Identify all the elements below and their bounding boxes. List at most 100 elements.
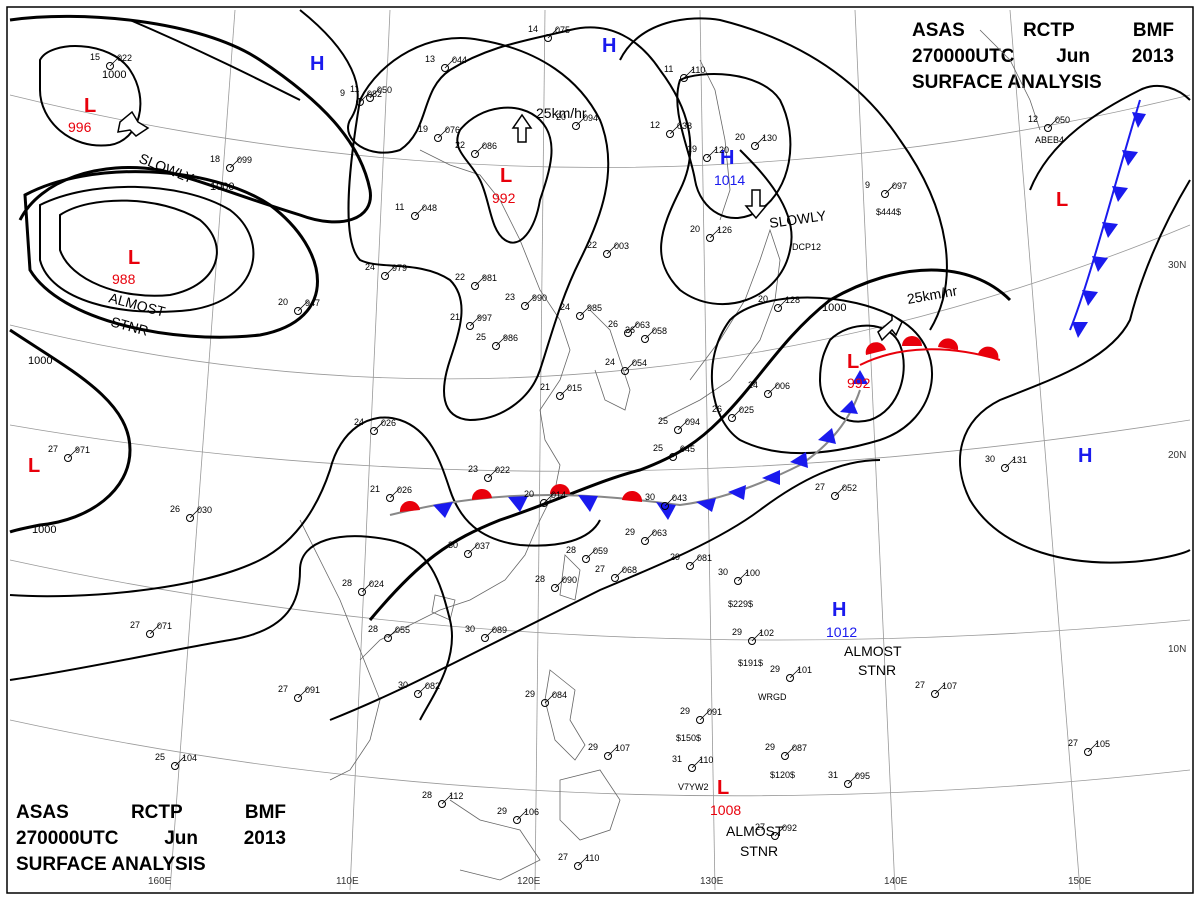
isobar-label-1000-nw: 1000 [102, 69, 126, 81]
station-pressure: 095 [855, 771, 870, 781]
warm-scallop [902, 336, 922, 346]
station-circle [366, 94, 374, 102]
station-plot: 30 089 [465, 624, 507, 642]
station-pressure: 090 [562, 575, 577, 585]
isobar-label-1000-east: 1000 [822, 302, 846, 314]
station-circle [771, 832, 779, 840]
station-circle [414, 690, 422, 698]
station-pressure: 006 [775, 381, 790, 391]
station-circle [464, 550, 472, 558]
wind-barb [373, 420, 385, 432]
wind-barb [297, 300, 309, 312]
lat-label-30n: 30N [1168, 260, 1186, 271]
pressure-centers: L 996 L 988 L 992 L 992 L 1008 L L H 101… [28, 35, 1092, 818]
station-id: $120$ [770, 770, 795, 780]
wind-barb [709, 227, 721, 239]
station-plot: 25 094 [658, 416, 700, 434]
station-circle [226, 164, 234, 172]
station-circle [544, 34, 552, 42]
wind-barb [672, 446, 684, 458]
station-pressure: 058 [652, 326, 667, 336]
header-time: 270000UTC [16, 828, 119, 849]
wind-barb [544, 692, 556, 704]
graticule [9, 9, 1191, 891]
station-pressure: 985 [587, 303, 602, 313]
high-symbol: H [720, 147, 734, 169]
station-temp: 9 [865, 180, 870, 190]
motion-label-almost: ALMOST [844, 643, 902, 659]
station-circle [1084, 748, 1092, 756]
cold-triangle [818, 428, 836, 444]
parallel-0n [9, 719, 1191, 797]
station-circle [484, 474, 492, 482]
lat-label-10n: 10N [1168, 644, 1186, 655]
station-circle [576, 312, 584, 320]
station-circle [666, 130, 674, 138]
station-plot: 24 054 [605, 357, 647, 375]
wind-barb [691, 757, 703, 769]
station-pressure: 089 [492, 625, 507, 635]
wind-barb [737, 570, 749, 582]
station-circle [492, 342, 500, 350]
station-plot: 29 107 [588, 742, 630, 760]
coast-korea [589, 309, 631, 411]
station-circle [381, 272, 389, 280]
station-pressure: 086 [482, 141, 497, 151]
station-temp: 18 [210, 154, 220, 164]
station-pressure: 107 [942, 681, 957, 691]
station-pressure: 048 [422, 203, 437, 213]
station-temp: 29 [525, 689, 535, 699]
wind-barb [789, 667, 801, 679]
station-circle [764, 390, 772, 398]
station-temp: 25 [155, 752, 165, 762]
station-circle [641, 335, 649, 343]
station-plot: 23 990 [505, 292, 547, 310]
station-pressure: 043 [672, 493, 687, 503]
wind-barb [577, 855, 589, 867]
station-pressure: 107 [615, 743, 630, 753]
station-temp: 27 [755, 822, 765, 832]
station-circle [728, 414, 736, 422]
station-pressure: 092 [782, 823, 797, 833]
station-pressure: 003 [614, 241, 629, 251]
station-circle [358, 588, 366, 596]
motion-label-speed: 25km/hr [536, 105, 587, 121]
station-plot: 24 985 [560, 302, 602, 320]
cold-triangle [840, 400, 858, 414]
station-circle [621, 367, 629, 375]
cold-triangle [578, 495, 598, 512]
wind-barb [543, 492, 555, 504]
station-plot: 27 107 [915, 680, 957, 698]
station-circle [786, 674, 794, 682]
low-symbol: L [847, 351, 859, 373]
meridian-120e [534, 9, 546, 891]
cold-triangle [1122, 150, 1138, 166]
station-temp: 28 [535, 574, 545, 584]
low-symbol: L [1056, 189, 1068, 211]
station-plot: 25 986 [476, 332, 518, 350]
station-plot: 30 100 [718, 567, 760, 585]
station-circle [294, 307, 302, 315]
station-temp: 29 [680, 706, 690, 716]
wind-barb [554, 577, 566, 589]
station-pressure: 110 [699, 755, 713, 765]
cold-triangle [762, 470, 780, 485]
station-temp: 28 [342, 578, 352, 588]
wind-barb [67, 447, 79, 459]
station-plot: 20 126 [690, 224, 732, 242]
station-pressure: 025 [739, 405, 754, 415]
map-border [6, 6, 1194, 894]
motion-arrow-east-low [877, 313, 903, 342]
station-temp: 22 [587, 240, 597, 250]
station-pressure: 120 [714, 145, 729, 155]
station-plot: 26 030 [170, 504, 212, 522]
annotations: SLOWLY SLOWLY ALMOST STNR ALMOST STNR AL… [107, 105, 958, 859]
station-temp: 23 [468, 464, 478, 474]
wind-barb [706, 147, 718, 159]
station-circle [466, 322, 474, 330]
wind-barb [174, 755, 186, 767]
isobar-ne-loop [1029, 84, 1191, 191]
station-temp: 24 [748, 380, 758, 390]
station-id: WRGD [758, 692, 787, 702]
station-pressure: 971 [75, 445, 90, 455]
